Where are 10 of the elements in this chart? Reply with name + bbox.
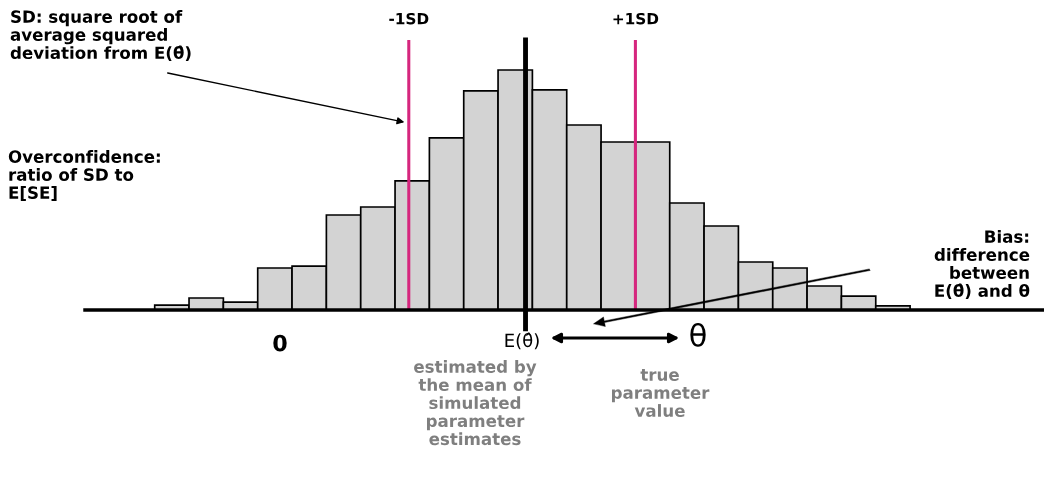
text: true parameter value	[612, 368, 710, 417]
text: -1SD	[389, 12, 429, 25]
text: 0	[273, 334, 287, 352]
text: estimated by the mean of simulated parameter estimates	[414, 360, 537, 446]
annotation: Overconfidence: ratio of SD to E[SE]	[8, 150, 160, 201]
text: SD: square root of average squared deviation from E(θ̂)	[10, 10, 191, 62]
text: θ	[690, 322, 706, 347]
text: Bias: difference between E(θ̂) and θ	[934, 230, 1030, 299]
text: E(θ̂)	[505, 332, 539, 350]
text: +1SD	[613, 12, 659, 25]
